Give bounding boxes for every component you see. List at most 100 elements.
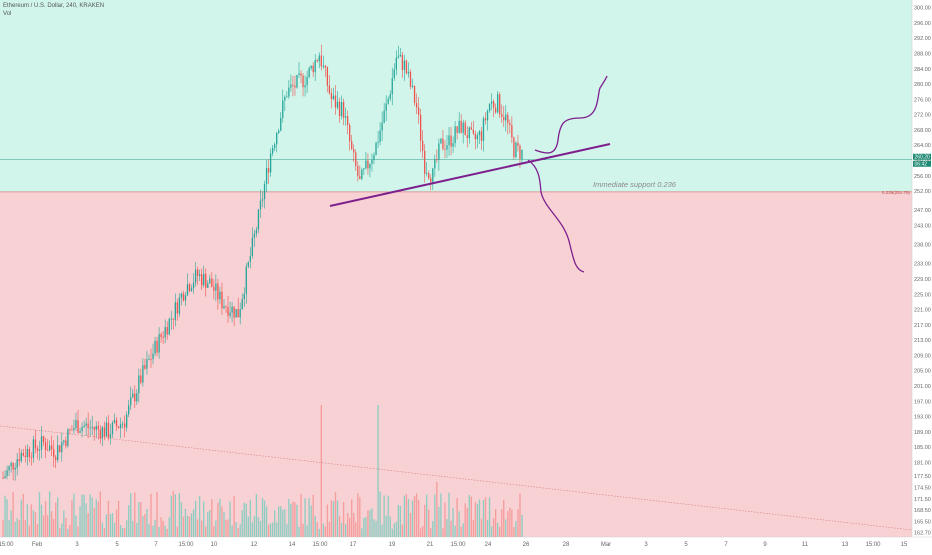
volume-bar — [130, 493, 132, 537]
volume-bar — [371, 508, 373, 537]
volume-bar — [105, 514, 108, 537]
volume-bar — [292, 501, 294, 537]
candle-body — [91, 427, 93, 429]
volume-bar — [326, 504, 329, 537]
candle-body — [344, 116, 347, 118]
volume-bar — [140, 502, 142, 537]
volume-bar — [444, 502, 446, 537]
volume-bar — [160, 517, 162, 537]
volume-bar — [340, 523, 343, 537]
candle-body — [227, 307, 229, 316]
y-tick-label: 209.00 — [914, 353, 931, 359]
volume-bar — [302, 523, 304, 537]
candle-body — [81, 426, 83, 432]
y-tick-label: 292.00 — [914, 36, 931, 42]
volume-bar — [89, 494, 91, 537]
candle-body — [284, 96, 286, 101]
y-tick-label: 233.00 — [914, 262, 931, 268]
candle-body — [507, 114, 509, 124]
candle-body — [85, 423, 87, 426]
candle-body — [22, 452, 24, 456]
volume-bar — [342, 502, 345, 537]
volume-bar — [53, 518, 55, 537]
candle-body — [46, 450, 49, 451]
candle-body — [190, 288, 193, 291]
volume-bar — [16, 518, 18, 537]
volume-bar — [188, 516, 191, 537]
bullish-projection-path — [534, 75, 608, 154]
volume-bar — [488, 497, 491, 537]
y-tick-label: 272.00 — [914, 113, 931, 119]
volume-bar — [288, 499, 290, 537]
y-tick-label: 268.00 — [914, 128, 931, 134]
x-tick-label: 15:00 — [450, 542, 466, 548]
volume-bar — [158, 527, 160, 537]
volume-bar — [375, 520, 377, 537]
volume-bar — [308, 497, 310, 537]
candle-body — [6, 470, 8, 476]
volume-bar — [452, 508, 454, 537]
x-tick-label: 26 — [523, 542, 530, 548]
candle-body — [146, 359, 148, 369]
volume-bar — [123, 527, 126, 537]
candle-body — [296, 74, 298, 88]
candle-body — [48, 445, 51, 451]
volume-bar — [203, 501, 205, 537]
candle-body — [419, 114, 422, 141]
x-tick-label: Feb — [32, 542, 43, 548]
candle-body — [318, 55, 320, 62]
volume-bar — [454, 525, 456, 537]
candle-body — [456, 126, 458, 133]
candle-body — [245, 266, 247, 294]
volume-bar — [318, 528, 320, 537]
volume-bar — [391, 528, 393, 537]
volume-bar — [316, 522, 318, 537]
candle-body — [357, 165, 359, 177]
volume-bar — [150, 493, 152, 537]
volume-bar — [121, 527, 124, 537]
y-tick-label: 225.00 — [914, 292, 931, 298]
volume-bar — [278, 506, 280, 537]
candle-body — [182, 293, 185, 301]
volume-bar — [4, 495, 6, 537]
volume-bar — [351, 499, 353, 537]
x-tick-label: 15:00 — [312, 542, 328, 548]
candle-body — [432, 168, 434, 183]
volume-bar — [91, 497, 93, 537]
volume-bar — [399, 505, 402, 537]
volume-bar — [359, 497, 361, 537]
candle-body — [361, 169, 363, 179]
volume-bar — [267, 524, 270, 537]
candle-body — [225, 306, 227, 308]
x-tick-label: 15:00 — [0, 542, 14, 548]
candle-body — [79, 431, 81, 433]
y-tick-label: 185.00 — [914, 445, 931, 451]
volume-bars — [2, 405, 523, 537]
volume-bar — [71, 500, 73, 537]
volume-bar — [336, 500, 339, 537]
volume-bar — [57, 497, 59, 537]
candle-body — [34, 439, 37, 449]
candle-body — [223, 306, 225, 309]
candle-body — [271, 147, 274, 154]
volume-bar — [73, 493, 75, 537]
volume-bar — [294, 502, 296, 537]
candle-body — [16, 459, 18, 468]
candle-body — [430, 178, 432, 183]
volume-bar — [434, 494, 436, 537]
volume-bar — [304, 498, 306, 537]
y-tick-label: 284.00 — [914, 67, 931, 73]
volume-bar — [26, 504, 28, 537]
volume-bar — [377, 405, 379, 537]
volume-bar — [312, 494, 314, 537]
candle-body — [217, 283, 219, 300]
volume-bar — [59, 528, 61, 537]
volume-bar — [85, 503, 87, 537]
volume-bar — [462, 523, 464, 537]
candle-body — [101, 427, 103, 439]
candle-body — [251, 237, 254, 256]
candle-body — [338, 101, 341, 117]
candle-body — [492, 101, 495, 108]
volume-bar — [280, 506, 282, 537]
volume-bar — [474, 501, 477, 537]
